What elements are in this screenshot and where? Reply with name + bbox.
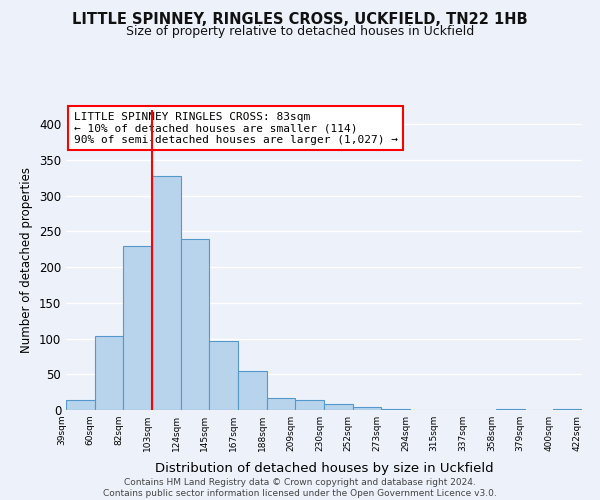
Bar (353, 407, 382, 410)
Text: Contains HM Land Registry data © Crown copyright and database right 2024.
Contai: Contains HM Land Registry data © Crown c… (103, 478, 497, 498)
Text: Size of property relative to detached houses in Uckfield: Size of property relative to detached ho… (126, 25, 474, 38)
Text: LITTLE SPINNEY RINGLES CROSS: 83sqm
← 10% of detached houses are smaller (114)
9: LITTLE SPINNEY RINGLES CROSS: 83sqm ← 10… (74, 112, 398, 144)
Text: LITTLE SPINNEY, RINGLES CROSS, UCKFIELD, TN22 1HB: LITTLE SPINNEY, RINGLES CROSS, UCKFIELD,… (72, 12, 528, 28)
Bar (181, 240, 209, 410)
Bar (295, 400, 324, 410)
Bar (553, 408, 582, 410)
Bar (238, 370, 266, 410)
X-axis label: Distribution of detached houses by size in Uckfield: Distribution of detached houses by size … (155, 462, 493, 475)
Bar (124, 246, 152, 410)
Bar (266, 398, 295, 410)
Bar (66, 400, 95, 410)
Y-axis label: Number of detached properties: Number of detached properties (20, 167, 34, 353)
Bar (152, 176, 181, 410)
Bar (95, 336, 124, 410)
Bar (324, 404, 353, 410)
Bar (209, 340, 238, 410)
